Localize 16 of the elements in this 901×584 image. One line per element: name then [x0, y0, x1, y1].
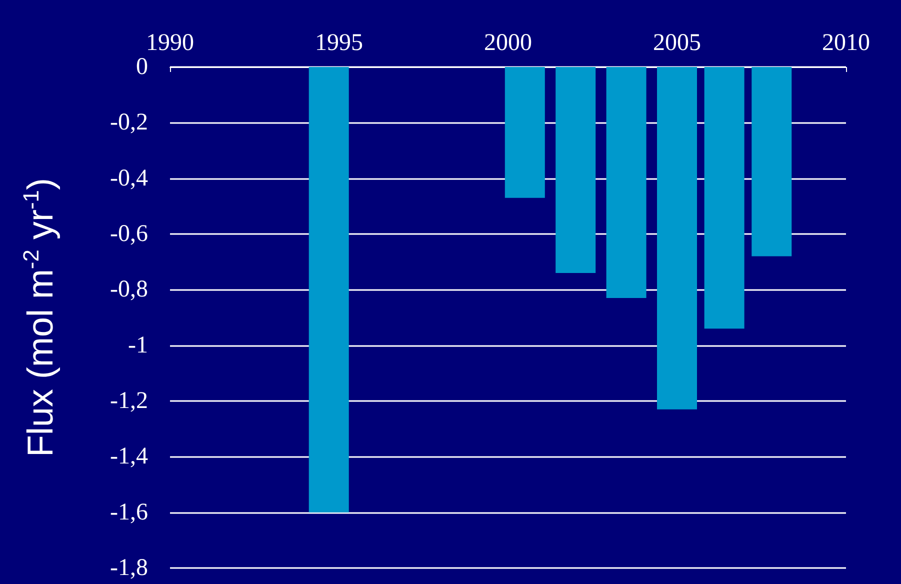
- x-tick-label: 2005: [653, 30, 701, 56]
- y-tick-label: -0,4: [110, 165, 148, 192]
- y-tick-label: -0,2: [110, 110, 148, 136]
- x-tick-label: 2010: [822, 30, 870, 56]
- y-tick-label: -1,6: [110, 499, 148, 526]
- x-tick-label: 1995: [315, 30, 363, 56]
- y-tick-label: -1,8: [110, 555, 148, 581]
- y-tick-label: -1: [128, 332, 148, 358]
- y-tick-label: -0,8: [110, 276, 148, 303]
- y-tick-label: -0,6: [110, 221, 148, 247]
- x-tick-label: 2000: [484, 30, 532, 56]
- y-axis-title: Flux (mol m-2 yr-1): [18, 178, 60, 458]
- y-tick-label: -1,2: [110, 388, 148, 414]
- y-tick-label: 0: [136, 54, 148, 80]
- y-tick-label: -1,4: [110, 444, 148, 470]
- x-tick-label: 1990: [146, 30, 194, 56]
